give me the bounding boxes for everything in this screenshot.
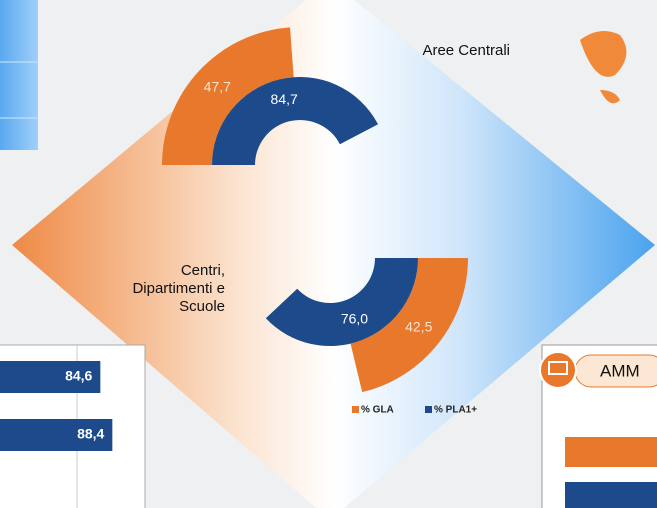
arc-segment	[212, 77, 379, 165]
legend-label: % GLA	[361, 405, 394, 416]
legend-label: % PLA1+	[434, 405, 477, 416]
arc-segment	[265, 258, 418, 346]
value-label: 84,7	[271, 91, 298, 107]
value-label: 42,5	[405, 319, 432, 335]
arc-segment	[162, 27, 294, 166]
value-label: 76,0	[341, 311, 368, 327]
category-label: Aree Centrali	[422, 42, 510, 59]
arc-segment	[350, 258, 468, 393]
legend-swatch	[352, 406, 359, 413]
value-label: 84,6	[65, 368, 92, 384]
amm-icon	[548, 361, 568, 375]
legend-swatch	[425, 406, 432, 413]
amm-row	[565, 437, 657, 467]
bar	[0, 361, 101, 393]
value-label: 47,7	[204, 79, 231, 95]
amm-row	[565, 482, 657, 508]
bar	[0, 419, 113, 451]
blue-panel	[0, 0, 38, 150]
category-label: Centri, Dipartimenti e Scuole	[132, 262, 225, 315]
value-label: 88,4	[77, 426, 104, 442]
map-shape	[580, 31, 627, 104]
amm-icon	[539, 351, 577, 389]
amm-title: AMM	[600, 361, 640, 380]
